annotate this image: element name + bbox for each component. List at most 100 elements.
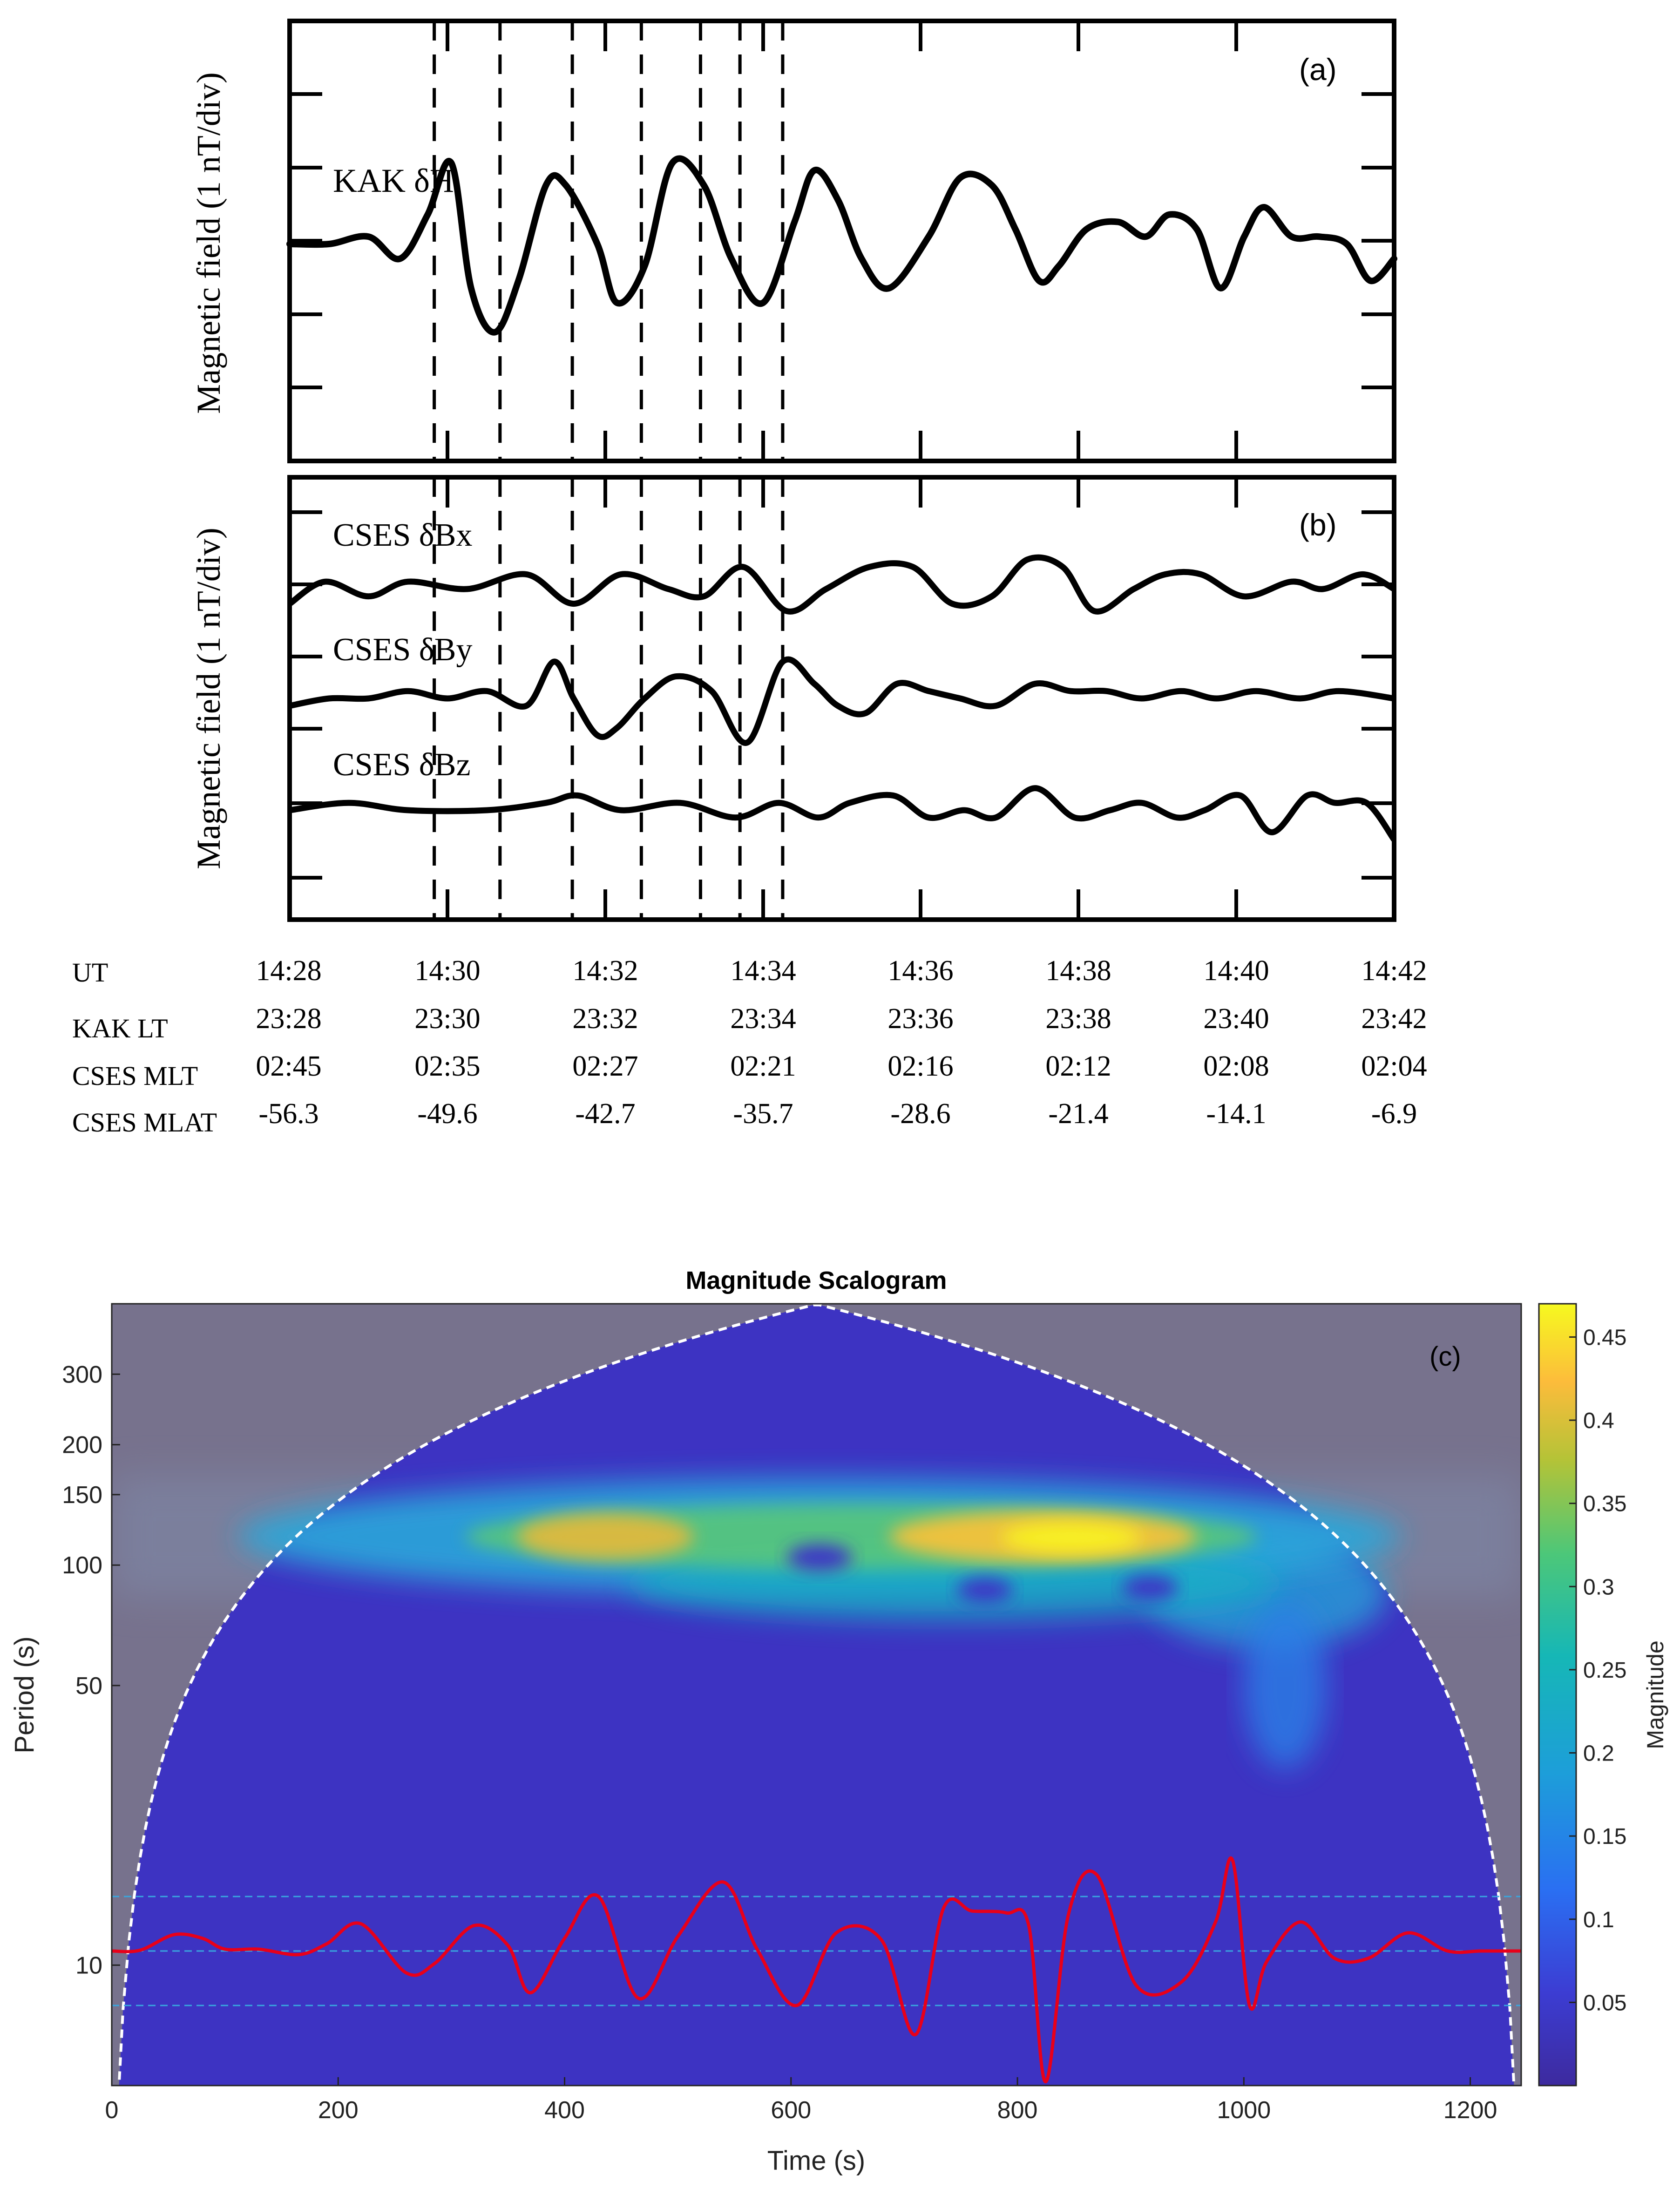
scalogram-title: Magnitude Scalogram	[685, 1267, 947, 1294]
colorbar-tick-label: 0.45	[1583, 1325, 1626, 1350]
table-cell: -56.3	[258, 1098, 318, 1130]
panel-a-label: (a)	[1299, 52, 1337, 87]
table-cell: 23:28	[256, 1003, 321, 1035]
cone-of-influence	[112, 1303, 1521, 2118]
panel-b-label: (b)	[1299, 508, 1337, 542]
signal-overlay-line	[111, 1856, 1521, 2084]
table-cell: 14:28	[256, 955, 321, 987]
panel-a: KAK δH (a) Magnetic field (1 nT/div)	[190, 19, 1397, 463]
x-tick-label: 1200	[1443, 2097, 1497, 2124]
table-cell: -21.4	[1048, 1098, 1108, 1130]
table-row-label-cses-mlat: CSES MLAT	[72, 1107, 217, 1138]
table-cell: 23:42	[1361, 1003, 1427, 1035]
table-row-label-cses-mlt: CSES MLT	[72, 1061, 198, 1091]
table-cell: -35.7	[733, 1098, 793, 1130]
y-tick-label: 150	[62, 1482, 102, 1509]
scalogram-x-ticks: 0 200 400 600 800 1000 1200	[105, 2077, 1497, 2124]
y-tick-label: 200	[62, 1432, 102, 1459]
table-cell: 23:36	[887, 1003, 953, 1035]
colorbar-tick-label: 0.1	[1583, 1908, 1614, 1932]
table-cell: -42.7	[575, 1098, 635, 1130]
table-cell: 02:08	[1203, 1050, 1269, 1082]
scalogram-axes-frame	[111, 1303, 1522, 2086]
x-tick-label: 600	[771, 2097, 811, 2124]
panel-a-event-markers	[433, 21, 785, 461]
cses-dby-label: CSES δBy	[333, 632, 472, 668]
colorbar-tick-label: 0.4	[1583, 1409, 1614, 1433]
table-cell: 23:40	[1203, 1003, 1269, 1035]
feature-peak-yellow	[1001, 1523, 1141, 1552]
panel-a-ticks	[290, 21, 1394, 461]
signal-guides	[112, 1896, 1521, 2006]
table-cell: 14:34	[730, 955, 796, 987]
table-cells: 14:28 14:30 14:32 14:34 14:36 14:38 14:40 14:42…	[256, 955, 1427, 1130]
x-tick-label: 200	[318, 2097, 359, 2124]
cses-dbz-line	[289, 785, 1397, 842]
table-cell: 14:40	[1203, 955, 1269, 987]
feature-hole-3	[1122, 1576, 1178, 1600]
scalogram-xlabel: Time (s)	[767, 2146, 865, 2176]
table-cell: 23:38	[1045, 1003, 1111, 1035]
x-tick-label: 0	[105, 2097, 119, 2124]
cses-dbz-label: CSES δBz	[333, 747, 471, 783]
x-tick-label: 1000	[1217, 2097, 1271, 2124]
table-row-label-ut: UT	[72, 957, 108, 988]
table-cell: 14:30	[414, 955, 480, 987]
y-tick-label: 50	[75, 1673, 102, 1700]
panel-c-label: (c)	[1429, 1341, 1461, 1372]
colorbar-tick-label: 0.25	[1583, 1658, 1626, 1683]
colorbar	[1538, 1303, 1577, 2086]
table-cell: 02:16	[887, 1050, 953, 1082]
y-tick-label: 100	[62, 1552, 102, 1579]
kak-dh-line	[286, 155, 1397, 336]
colorbar-tick-label: 0.15	[1583, 1824, 1626, 1849]
colorbar-ticks: 0.05 0.1 0.15 0.2 0.25 0.3 0.35 0.4 0.45	[1569, 1325, 1626, 2015]
scalogram-ylabel: Period (s)	[9, 1636, 40, 1753]
table-cell: 02:35	[414, 1050, 480, 1082]
cses-dbx-line	[288, 554, 1396, 615]
kak-dh-label: KAK δH	[333, 162, 454, 199]
feature-hole-2	[957, 1578, 1013, 1602]
table-cell: 14:32	[572, 955, 638, 987]
x-tick-label: 400	[544, 2097, 585, 2124]
panel-b: CSES δBx CSES δBy CSES δBz (b) Magnetic …	[190, 475, 1397, 922]
table-cell: 02:45	[256, 1050, 321, 1082]
scalogram-image	[112, 1304, 1521, 2086]
cses-dbx-label: CSES δBx	[333, 517, 472, 553]
colorbar-tick-label: 0.05	[1583, 1991, 1626, 2015]
table-cell: 23:30	[414, 1003, 480, 1035]
colorbar-tick-label: 0.3	[1583, 1575, 1614, 1599]
x-tick-label: 800	[997, 2097, 1038, 2124]
table-row-label-kak-lt: KAK LT	[72, 1013, 168, 1043]
y-tick-label: 10	[75, 1952, 102, 1979]
table-cell: 14:38	[1045, 955, 1111, 987]
y-tick-label: 300	[62, 1361, 102, 1388]
table-cell: -6.9	[1371, 1098, 1417, 1130]
table-cell: -14.1	[1206, 1098, 1266, 1130]
panel-b-event-markers	[433, 477, 785, 920]
table-cell: 02:12	[1045, 1050, 1111, 1082]
table-cell: 14:42	[1361, 955, 1427, 987]
table-cell: 02:21	[730, 1050, 796, 1082]
table-cell: 23:34	[730, 1003, 796, 1035]
time-table: UT KAK LT CSES MLT CSES MLAT 14:28 14:30 1…	[72, 955, 1427, 1138]
table-cell: 14:36	[887, 955, 953, 987]
table-cell: -49.6	[417, 1098, 477, 1130]
panel-c: Magnitude Scalogram 0 200 400 60	[9, 1267, 1668, 2176]
panel-b-ylabel: Magnetic field (1 nT/div)	[190, 528, 227, 869]
feature-branch-tail	[1243, 1602, 1327, 1769]
colorbar-tick-label: 0.35	[1583, 1492, 1626, 1517]
feature-hole-1	[787, 1544, 852, 1571]
cses-dby-line	[289, 656, 1395, 746]
table-cell: 02:04	[1361, 1050, 1427, 1082]
table-cell: 02:27	[572, 1050, 638, 1082]
feature-secondary-max	[517, 1513, 694, 1560]
colorbar-tick-label: 0.2	[1583, 1741, 1614, 1766]
table-cell: 23:32	[572, 1003, 638, 1035]
colorbar-label: Magnitude	[1642, 1640, 1668, 1749]
panel-a-ylabel: Magnetic field (1 nT/div)	[190, 72, 227, 414]
scalogram-features	[237, 1478, 1402, 1769]
panel-a-frame	[287, 19, 1396, 463]
scalogram-y-ticks: 10 50 100 150 200 300	[62, 1361, 120, 1979]
